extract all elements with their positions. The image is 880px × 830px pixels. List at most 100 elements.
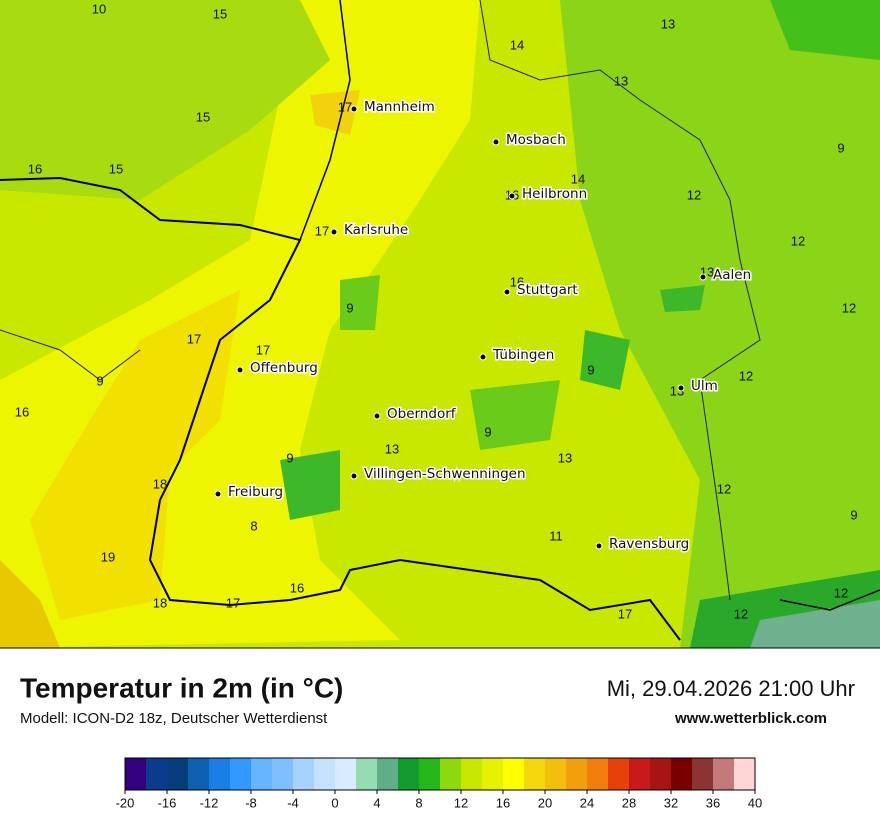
colorbar-tick-label: -16 — [158, 795, 177, 810]
colorbar-swatch — [734, 758, 756, 790]
map-value: 9 — [850, 507, 857, 522]
map-value: 16 — [510, 274, 524, 289]
city-dot — [508, 192, 516, 200]
colorbar-swatch — [398, 758, 420, 790]
colorbar-tick-label: 8 — [415, 795, 422, 810]
colorbar-tick-label: 32 — [664, 795, 678, 810]
map-value: 9 — [484, 424, 491, 439]
colorbar-tick-label: 4 — [373, 795, 380, 810]
map-value: 9 — [286, 450, 293, 465]
colorbar-swatch — [650, 758, 672, 790]
city-dot — [492, 138, 500, 146]
colorbar-swatch — [713, 758, 735, 790]
city-dot — [350, 105, 358, 113]
map-value: 18 — [153, 476, 167, 491]
website: www.wetterblick.com — [674, 710, 827, 727]
colorbar-swatch — [419, 758, 441, 790]
colorbar-swatch — [461, 758, 483, 790]
colorbar-swatch — [671, 758, 693, 790]
model-info: Modell: ICON-D2 18z, Deutscher Wetterdie… — [20, 710, 328, 727]
borders — [0, 0, 880, 641]
map-value: 12 — [842, 300, 856, 315]
map-value: 12 — [687, 187, 701, 202]
city-dot — [330, 228, 338, 236]
city-label: Karlsruhe — [344, 222, 408, 238]
map-value: 17 — [618, 606, 632, 621]
city-label: Offenburg — [250, 360, 318, 376]
map-value: 8 — [250, 518, 257, 533]
city-label: Heilbronn — [522, 186, 587, 202]
colorbar-swatch — [356, 758, 378, 790]
map-value: 15 — [109, 161, 123, 176]
map-value: 17 — [338, 99, 352, 114]
map-value: 14 — [510, 37, 524, 52]
colorbar-tick-label: 20 — [538, 795, 552, 810]
city-dot — [677, 384, 685, 392]
map-value: 13 — [385, 441, 399, 456]
city-dot — [699, 273, 707, 281]
map-value: 12 — [739, 368, 753, 383]
city-dot — [503, 288, 511, 296]
colorbar-swatch — [188, 758, 210, 790]
city-dot — [236, 366, 244, 374]
colorbar-swatch — [608, 758, 630, 790]
map-value: 17 — [315, 223, 329, 238]
colorbar-tick-label: 16 — [496, 795, 510, 810]
map-background — [0, 0, 880, 648]
map-value: 12 — [717, 481, 731, 496]
map-value: 15 — [196, 109, 210, 124]
colorbar-tick-label: -12 — [200, 795, 219, 810]
map-value: 10 — [92, 1, 106, 16]
map-value: 9 — [346, 300, 353, 315]
colorbar-tick-label: 36 — [706, 795, 720, 810]
city-dot — [373, 412, 381, 420]
city-label: Mosbach — [506, 132, 566, 148]
map-value: 9 — [587, 362, 594, 377]
colorbar-swatch — [545, 758, 567, 790]
colorbar-tick-label: 40 — [748, 795, 762, 810]
city-label: Freiburg — [228, 484, 283, 500]
city-label: Aalen — [713, 267, 751, 283]
colorbar-tick-label: 28 — [622, 795, 636, 810]
map-value: 12 — [734, 606, 748, 621]
city-label: Mannheim — [364, 99, 435, 115]
map-value: 17 — [256, 342, 270, 357]
colorbar-swatch — [377, 758, 399, 790]
city-label: Stuttgart — [517, 282, 578, 298]
colorbar-swatch — [524, 758, 546, 790]
city-dot — [214, 490, 222, 498]
colorbar-swatch — [272, 758, 294, 790]
map-value: 14 — [571, 171, 585, 186]
map-value: 17 — [187, 331, 201, 346]
colorbar-tick-label: -20 — [116, 795, 135, 810]
map-value: 16 — [290, 580, 304, 595]
colorbar-swatch — [125, 758, 147, 790]
colorbar-swatch — [209, 758, 231, 790]
map-value: 13 — [614, 73, 628, 88]
colorbar-swatch — [629, 758, 651, 790]
colorbar-tick-label: -8 — [245, 795, 257, 810]
colorbar-swatch — [314, 758, 336, 790]
colorbar-tick-label: 0 — [331, 795, 338, 810]
colorbar-swatch — [146, 758, 168, 790]
colorbar-swatch — [335, 758, 357, 790]
map-value: 17 — [226, 595, 240, 610]
city-label: Tübingen — [492, 347, 554, 363]
map-value: 11 — [549, 528, 563, 543]
city-dot — [595, 542, 603, 550]
colorbar-swatch — [587, 758, 609, 790]
colorbar-tick-label: 12 — [454, 795, 468, 810]
map-value: 18 — [153, 595, 167, 610]
map-value: 12 — [834, 585, 848, 600]
city-dot — [479, 353, 487, 361]
map-value: 15 — [213, 6, 227, 21]
map-value: 19 — [101, 549, 115, 564]
map-value: 16 — [28, 161, 42, 176]
map-value: 12 — [791, 233, 805, 248]
colorbar-swatch — [566, 758, 588, 790]
colorbar-tick-label: -4 — [287, 795, 299, 810]
colorbar-swatch — [167, 758, 189, 790]
map-cities: Mannheim Mosbach Heilbronn Karlsruhe Aalen St… — [214, 98, 753, 554]
